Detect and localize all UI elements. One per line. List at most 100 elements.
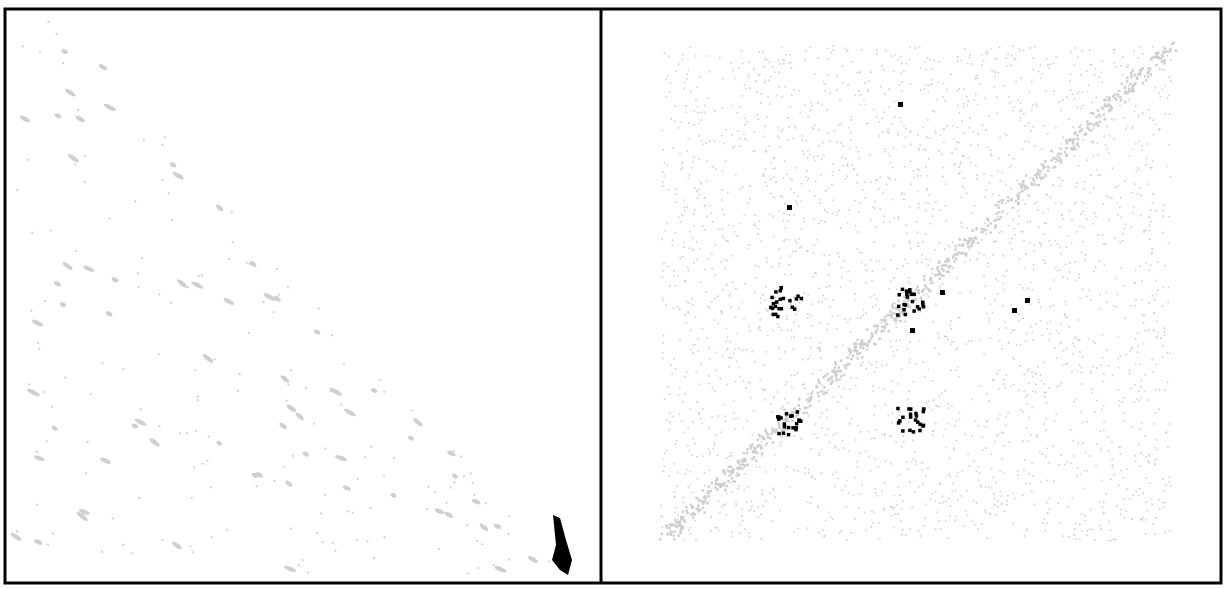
grey-speck — [1026, 221, 1029, 223]
grey-speck — [953, 448, 955, 451]
grey-speck — [991, 175, 993, 177]
grey-speck — [1095, 96, 1098, 99]
grey-speck — [961, 185, 963, 188]
grey-speck — [832, 473, 834, 476]
grey-speck — [942, 128, 944, 131]
grey-diagonal — [830, 375, 834, 379]
grey-speck — [965, 343, 967, 346]
grey-streak — [471, 498, 481, 505]
grey-speck — [937, 337, 940, 339]
grey-speck — [711, 220, 714, 223]
grey-speck — [787, 238, 790, 241]
black-spot — [771, 301, 776, 306]
grey-diagonal — [765, 431, 768, 434]
black-spot — [896, 421, 901, 425]
grey-diagonal — [1058, 156, 1062, 160]
grey-speck — [769, 492, 771, 494]
grey-speck — [781, 285, 784, 287]
grey-diagonal — [735, 474, 738, 477]
grey-streak — [206, 459, 209, 462]
grey-speck — [798, 325, 800, 327]
grey-speck — [1054, 239, 1056, 242]
grey-speck — [1064, 263, 1067, 266]
grey-speck — [1148, 462, 1150, 464]
grey-speck — [677, 394, 680, 397]
grey-diagonal — [895, 319, 898, 322]
grey-speck — [1025, 530, 1028, 533]
grey-speck — [714, 274, 716, 276]
grey-speck — [1041, 453, 1044, 455]
grey-diagonal — [1118, 89, 1121, 93]
grey-diagonal — [1107, 103, 1110, 106]
grey-speck — [725, 240, 728, 242]
grey-diagonal — [1103, 118, 1107, 121]
grey-speck — [1029, 47, 1032, 49]
grey-speck — [744, 138, 746, 140]
grey-diagonal — [1018, 191, 1021, 195]
grey-diagonal — [913, 299, 916, 302]
black-spot — [898, 419, 902, 423]
grey-speck — [1052, 62, 1055, 64]
grey-speck — [754, 214, 756, 216]
grey-speck — [875, 428, 877, 431]
grey-speck — [1124, 223, 1127, 226]
grey-speck — [694, 442, 697, 445]
grey-speck — [1106, 125, 1109, 128]
grey-speck — [1139, 363, 1142, 366]
grey-speck — [867, 348, 869, 350]
grey-speck — [679, 152, 681, 155]
grey-speck — [1116, 505, 1118, 508]
grey-speck — [1007, 495, 1009, 497]
grey-speck — [974, 78, 977, 80]
grey-diagonal — [952, 254, 956, 257]
grey-speck — [721, 355, 724, 358]
grey-speck — [686, 468, 689, 471]
grey-speck — [945, 293, 947, 295]
grey-streak — [191, 281, 204, 289]
grey-speck — [956, 276, 958, 279]
grey-speck — [1073, 154, 1076, 157]
grey-speck — [691, 491, 694, 494]
black-spot — [912, 309, 916, 313]
grey-speck — [847, 84, 849, 86]
grey-speck — [759, 297, 762, 299]
grey-speck — [1032, 68, 1035, 71]
grey-speck — [963, 132, 965, 135]
grey-speck — [1058, 463, 1060, 466]
grey-streak — [508, 515, 511, 518]
grey-speck — [699, 281, 702, 283]
grey-speck — [1100, 528, 1102, 530]
grey-streak — [427, 485, 430, 488]
grey-speck — [728, 366, 730, 368]
grey-speck — [704, 196, 706, 199]
grey-speck — [856, 466, 859, 468]
grey-speck — [840, 266, 843, 269]
grey-speck — [1059, 226, 1062, 228]
grey-speck — [1134, 363, 1137, 365]
grey-speck — [1080, 251, 1083, 254]
grey-speck — [1013, 58, 1015, 61]
grey-speck — [987, 262, 989, 265]
grey-speck — [957, 104, 959, 107]
grey-speck — [994, 57, 997, 60]
grey-streak — [330, 334, 333, 337]
grey-diagonal — [938, 271, 941, 274]
grey-speck — [1013, 227, 1015, 230]
grey-speck — [790, 67, 793, 69]
grey-diagonal — [1073, 147, 1076, 151]
black-spot — [908, 412, 913, 416]
grey-speck — [819, 322, 822, 324]
grey-diagonal — [822, 392, 825, 396]
grey-speck — [875, 361, 877, 363]
grey-speck — [1166, 97, 1169, 100]
grey-speck — [1142, 314, 1144, 317]
grey-diagonal — [817, 379, 821, 382]
grey-speck — [1133, 110, 1136, 113]
grey-diagonal — [835, 370, 838, 374]
grey-speck — [773, 176, 775, 178]
grey-speck — [898, 117, 901, 119]
grey-speck — [1147, 109, 1150, 111]
grey-speck — [663, 52, 666, 54]
grey-streak — [291, 454, 295, 457]
grey-speck — [891, 303, 894, 306]
